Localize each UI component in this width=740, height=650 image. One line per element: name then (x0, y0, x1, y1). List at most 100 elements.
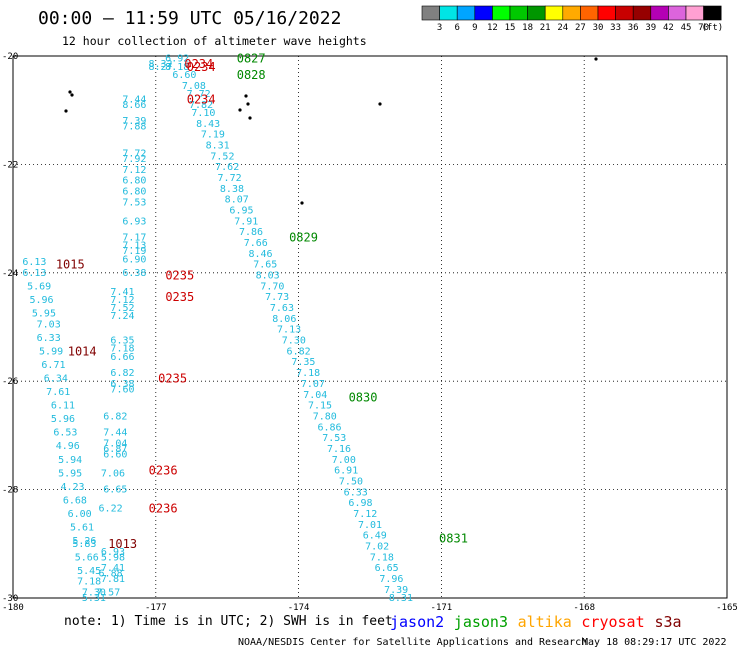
legend-entry-jason3: jason3 (454, 613, 508, 631)
swh-value-label: 6.91 (334, 466, 358, 477)
colorbar-swatch (703, 5, 722, 21)
colorbar-unit-label: (ft) (702, 23, 724, 33)
swh-value-label: 7.44 (103, 428, 127, 439)
swh-value-label: 7.12 (110, 295, 134, 306)
swh-value-label: 6.98 (348, 498, 372, 509)
colorbar-swatch (421, 5, 440, 21)
pass-time-label: 1015 (56, 258, 85, 272)
swh-value-label: 7.17 (122, 233, 146, 244)
swh-value-label: 5.96 (51, 414, 75, 425)
swh-value-label: 7.19 (201, 130, 225, 141)
swh-value-label: 5.96 (30, 295, 54, 306)
colorbar-swatch (527, 5, 546, 21)
swh-value-label: 7.50 (339, 476, 363, 487)
y-tick-label: -26 (2, 377, 18, 387)
swh-value-label: 7.73 (265, 292, 289, 303)
island-dot (594, 57, 598, 61)
swh-value-label: 7.18 (110, 344, 134, 355)
pass-time-label: 0829 (289, 231, 318, 245)
swh-value-label: 6.13 (22, 257, 46, 268)
swh-value-label: 7.53 (122, 197, 146, 208)
colorbar-swatch (456, 5, 476, 21)
swh-value-label: 6.35 (110, 336, 134, 347)
pass-time-label: 0236 (149, 502, 178, 516)
swh-value-label: 6.68 (63, 495, 87, 506)
swh-value-label: 7.00 (332, 455, 356, 466)
swh-value-label: 6.11 (51, 401, 75, 412)
swh-value-label: 7.82 (189, 100, 213, 111)
colorbar-swatch (668, 5, 687, 21)
swh-value-label: 6.34 (44, 373, 68, 384)
swh-value-label: 6.86 (317, 422, 341, 433)
swh-value-label: 7.10 (191, 108, 215, 119)
swh-value-label: 6.49 (363, 531, 387, 542)
satellite-legend: jason2 jason3 altika cryosat s3a (390, 613, 682, 631)
colorbar-legend: 3 6 9 12 15 18 21 24 27 30 33 36 39 42 45 70(ft) (421, 5, 724, 33)
swh-value-label: 7.30 (82, 588, 106, 599)
swh-value-label: 6.92 (165, 54, 189, 65)
colorbar-swatch (509, 5, 528, 21)
swh-value-label: 7.92 (122, 154, 146, 165)
pass-time-label: 0234 (184, 57, 213, 71)
x-tick-label: -180 (2, 603, 24, 613)
swh-value-label: 7.63 (270, 303, 294, 314)
swh-value-label: 8.46 (248, 249, 272, 260)
swh-value-label: 7.57 (96, 588, 120, 599)
swh-value-label: 7.15 (308, 401, 332, 412)
swh-value-label: 5.45 (77, 566, 101, 577)
colorbar-swatch (597, 5, 616, 21)
x-tick-label: -168 (573, 603, 595, 613)
y-tick-label: -28 (2, 486, 18, 496)
swh-value-label: 7.80 (313, 411, 337, 422)
swh-value-label: 8.18 (165, 62, 189, 73)
island-dot (244, 94, 248, 98)
pass-time-label: 0235 (165, 290, 194, 304)
colorbar-tick-label: 45 (681, 23, 692, 33)
colorbar-tick-label: 27 (575, 23, 586, 33)
swh-value-label: 5.31 (82, 593, 106, 604)
swh-value-label: 7.18 (77, 577, 101, 588)
swh-value-label: 8.43 (196, 119, 220, 130)
swh-value-label: 8.31 (389, 593, 413, 604)
pass-time-labels: 0827023402340828023408290235023502350830… (56, 52, 468, 551)
swh-value-label: 6.82 (287, 346, 311, 357)
swh-value-label: 7.60 (110, 384, 134, 395)
swh-value-label: 7.91 (234, 216, 258, 227)
swh-value-label: 6.82 (110, 368, 134, 379)
island-markers (64, 57, 598, 205)
pass-time-label: 0235 (165, 269, 194, 283)
swh-value-label: 7.66 (244, 238, 268, 249)
pass-time-label: 0234 (187, 60, 216, 74)
swh-value-label: 7.18 (370, 552, 394, 563)
pass-time-label: 0236 (149, 464, 178, 478)
swh-value-label: 8.06 (272, 314, 296, 325)
colorbar-tick-label: 18 (522, 23, 533, 33)
x-tick-label: -165 (716, 603, 738, 613)
swh-value-label: 7.39 (384, 585, 408, 596)
swh-value-label: 7.52 (210, 151, 234, 162)
swh-value-label: 4.23 (60, 482, 84, 493)
swh-value-label: 6.95 (229, 205, 253, 216)
colorbar-tick-label: 33 (610, 23, 621, 33)
grid-lines (13, 56, 727, 598)
swh-value-label: 6.53 (53, 428, 77, 439)
colorbar-swatch (562, 5, 581, 21)
swh-value-label: 8.31 (206, 140, 230, 151)
swh-value-label: 7.61 (46, 387, 70, 398)
x-tick-label: -171 (431, 603, 453, 613)
swh-value-label: 7.41 (110, 287, 134, 298)
colorbar-tick-label: 6 (454, 23, 459, 33)
swh-value-label: 7.35 (291, 357, 315, 368)
island-dot (68, 90, 72, 94)
swh-value-label: 6.33 (37, 333, 61, 344)
pass-time-label: 0830 (349, 390, 378, 404)
swh-value-label: 5.83 (72, 539, 96, 550)
footnote: note: 1) Time is in UTC; 2) SWH is in fe… (64, 614, 393, 629)
swh-value-label: 7.72 (218, 173, 242, 184)
swh-value-label: 5.99 (39, 346, 63, 357)
legend-entry-cryosat: cryosat (581, 613, 644, 631)
chart-subtitle: 12 hour collection of altimeter wave hei… (62, 34, 367, 48)
swh-value-label: 7.19 (122, 246, 146, 257)
island-dot (64, 109, 68, 113)
colorbar-tick-label: 42 (663, 23, 674, 33)
